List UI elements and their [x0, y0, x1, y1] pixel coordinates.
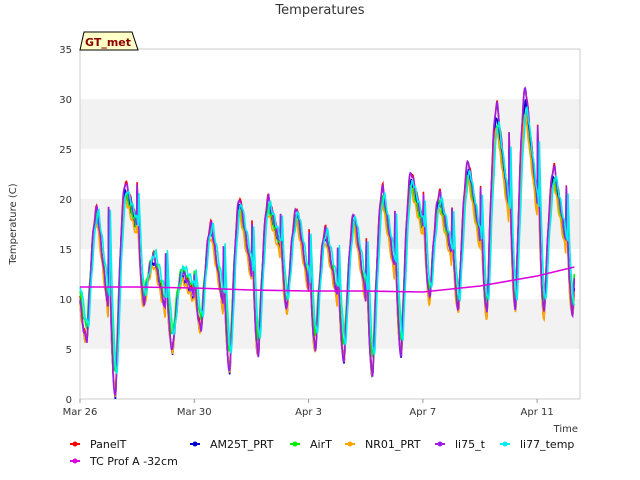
legend-label: li75_t — [455, 438, 486, 451]
y-axis-ticks: 0 5 10 15 20 25 30 35 — [59, 45, 72, 406]
legend-marker — [72, 441, 78, 447]
x-axis-label: Time — [553, 424, 578, 435]
legend-label: AM25T_PRT — [210, 438, 274, 451]
y-tick-label: 30 — [59, 95, 72, 106]
legend-label: AirT — [310, 438, 332, 451]
station-badge: GT_met — [79, 31, 139, 51]
y-tick-label: 15 — [59, 245, 72, 256]
legend-label: li77_temp — [520, 438, 574, 451]
y-tick-label: 5 — [66, 345, 72, 356]
legend-label: TC Prof A -32cm — [89, 455, 178, 468]
x-tick-label: Mar 30 — [177, 407, 212, 418]
badge-shape — [79, 31, 139, 51]
legend-label: PanelT — [90, 438, 127, 451]
chart-title: Temperatures — [274, 3, 364, 18]
grid-band — [80, 99, 580, 149]
legend-marker — [502, 441, 508, 447]
x-axis-ticks: Mar 26 Mar 30 Apr 3 Apr 7 Apr 11 — [63, 399, 554, 418]
legend-marker — [347, 441, 353, 447]
grid-bands — [80, 99, 580, 349]
y-tick-label: 10 — [59, 295, 72, 306]
series-line — [80, 266, 575, 293]
y-axis-label: Temperature (C) — [8, 183, 19, 265]
x-tick-label: Apr 7 — [409, 407, 436, 418]
data-lines — [79, 86, 576, 400]
y-tick-label: 0 — [66, 395, 72, 406]
y-tick-label: 35 — [59, 45, 72, 56]
y-tick-label: 20 — [59, 195, 72, 206]
x-tick-label: Apr 3 — [295, 407, 322, 418]
series-line — [79, 86, 576, 397]
plot-area — [79, 48, 581, 400]
legend-marker — [292, 441, 298, 447]
x-tick-label: Apr 11 — [521, 407, 554, 418]
badge-label: GT_met — [85, 36, 131, 49]
legend-marker — [192, 441, 198, 447]
series-line — [79, 105, 576, 375]
x-tick-label: Mar 26 — [63, 407, 98, 418]
legend-label: NR01_PRT — [365, 438, 421, 451]
plot-border — [79, 48, 581, 400]
y-tick-label: 25 — [59, 145, 72, 156]
legend: PanelT AM25T_PRT AirT NR01_PRT li75_t li77_te… — [70, 438, 574, 468]
legend-marker — [72, 458, 78, 464]
grid-band — [80, 199, 580, 249]
grid-band — [80, 299, 580, 349]
legend-marker — [437, 441, 443, 447]
